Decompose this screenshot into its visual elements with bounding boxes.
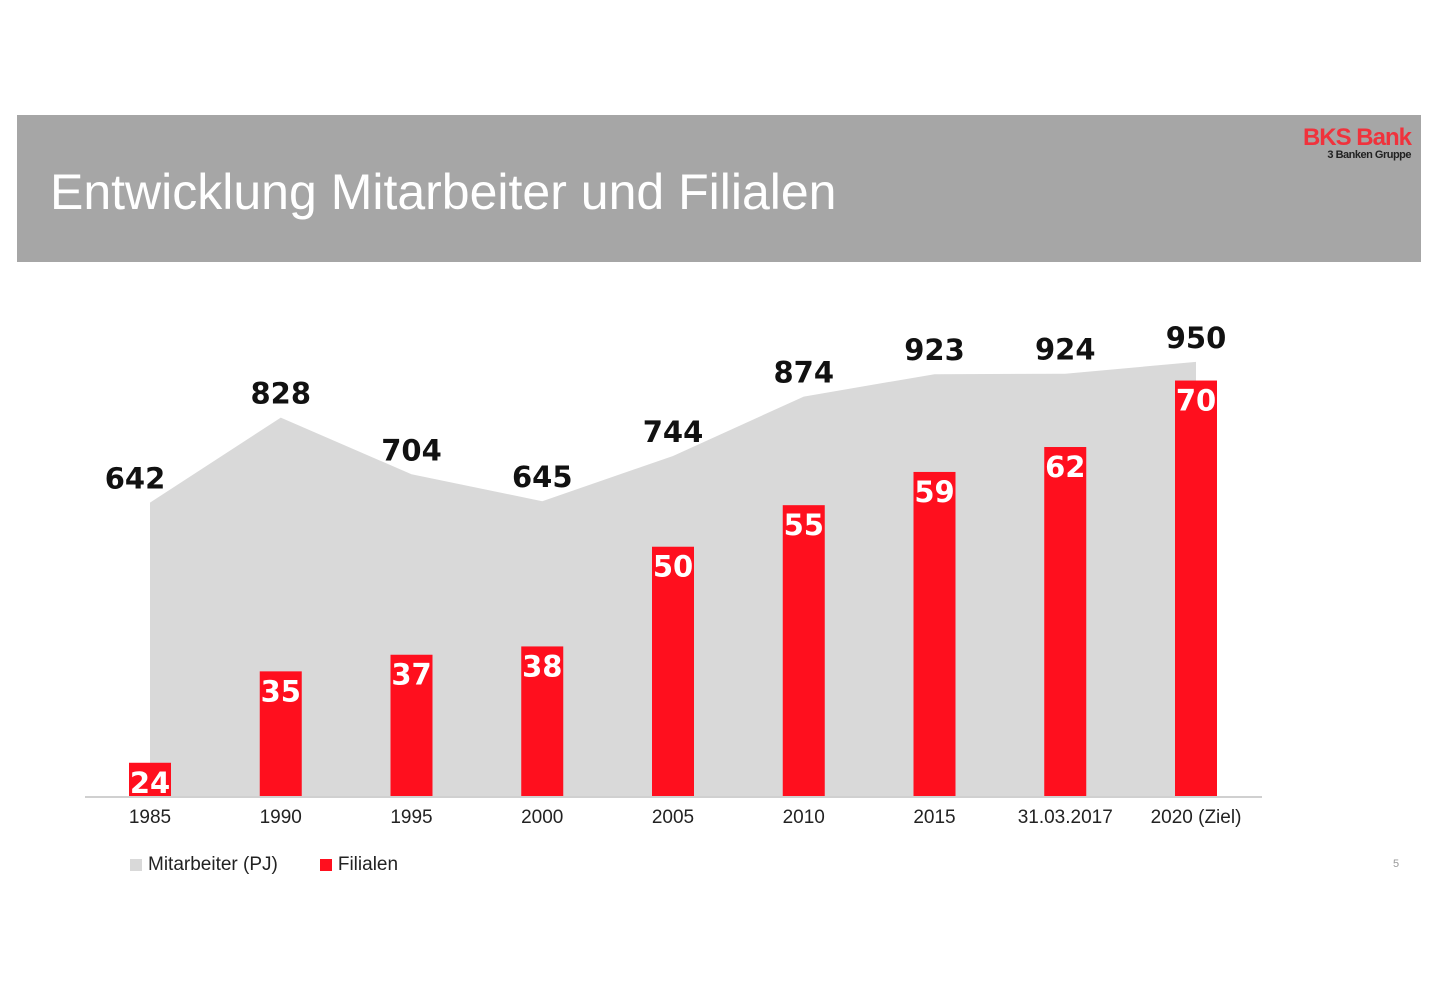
x-tick-label: 31.03.2017 <box>1018 807 1113 828</box>
legend: Mitarbeiter (PJ) Filialen <box>130 854 398 876</box>
area-value-label: 642 <box>105 462 166 496</box>
area-value-label: 950 <box>1166 321 1227 355</box>
area-value-label: 744 <box>643 415 704 449</box>
legend-swatch-area <box>130 859 142 871</box>
bar-value-label: 55 <box>784 508 824 542</box>
bar-value-label: 35 <box>261 674 301 708</box>
page-title: Entwicklung Mitarbeiter und Filialen <box>50 164 837 220</box>
bar-filialen <box>1044 447 1087 796</box>
bks-bank-logo: BKS Bank 3 Banken Gruppe <box>1302 124 1412 162</box>
x-tick-label: 2005 <box>652 807 694 828</box>
legend-item-mitarbeiter: Mitarbeiter (PJ) <box>130 854 278 876</box>
bar-filialen <box>521 646 564 796</box>
logo-main-text: BKS Bank <box>1302 124 1412 151</box>
bar-value-label: 24 <box>130 766 170 800</box>
legend-label: Filialen <box>337 854 399 875</box>
area-value-label: 828 <box>250 377 311 411</box>
bar-value-label: 38 <box>522 649 562 683</box>
x-tick-label: 2020 (Ziel) <box>1151 807 1242 828</box>
bar-filialen <box>129 762 171 796</box>
x-tick-label: 1990 <box>260 807 302 828</box>
x-tick-label: 2010 <box>783 807 825 828</box>
legend-item-filialen: Filialen <box>319 854 399 876</box>
bar-value-label: 37 <box>391 658 431 692</box>
title-banner: Entwicklung Mitarbeiter und Filialen BKS… <box>17 115 1421 262</box>
x-tick-label: 2015 <box>913 807 955 828</box>
bar-value-label: 59 <box>914 475 954 509</box>
bar-value-label: 70 <box>1176 384 1216 418</box>
page-number: 5 <box>1393 858 1400 870</box>
bar-filialen <box>390 654 433 796</box>
x-tick-label: 1985 <box>129 807 171 828</box>
bar-value-label: 50 <box>653 550 693 584</box>
bar-filialen <box>782 505 825 796</box>
logo-sub-text: 3 Banken Gruppe <box>1327 149 1411 161</box>
bar-filialen <box>652 546 694 796</box>
legend-swatch-bar <box>319 859 332 871</box>
area-value-label: 704 <box>381 433 442 467</box>
area-value-label: 645 <box>512 460 573 494</box>
bar-filialen <box>913 471 956 796</box>
x-tick-label: 2000 <box>521 807 563 828</box>
bar-filialen <box>1175 380 1217 796</box>
area-value-label: 924 <box>1035 333 1096 367</box>
x-tick-label: 1995 <box>390 807 432 828</box>
bar-value-label: 62 <box>1045 450 1085 484</box>
area-value-label: 923 <box>904 333 965 367</box>
bar-filialen <box>259 671 302 796</box>
area-value-label: 874 <box>773 356 834 390</box>
legend-label: Mitarbeiter (PJ) <box>148 854 278 875</box>
